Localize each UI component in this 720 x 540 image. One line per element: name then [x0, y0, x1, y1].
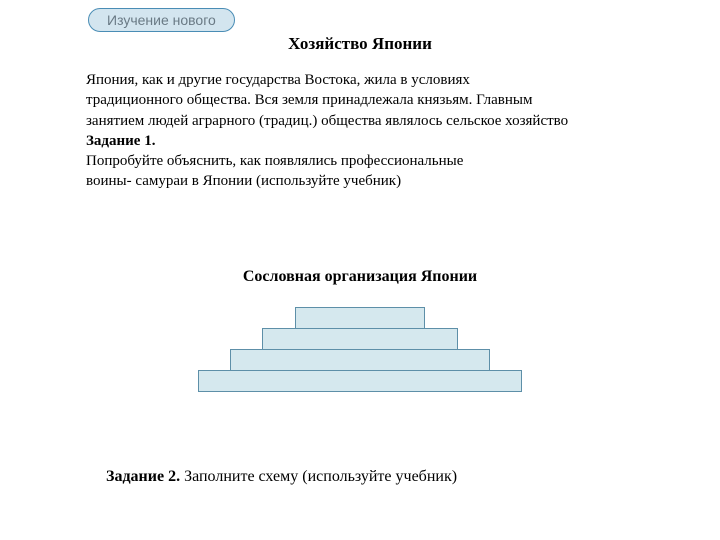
page-title: Хозяйство Японии	[0, 34, 720, 54]
task2-block: Задание 2. Заполните схему (используйте …	[106, 468, 457, 486]
task2-label: Задание 2.	[106, 468, 180, 485]
pyramid-title: Сословная организация Японии	[0, 268, 720, 286]
section-tab-label: Изучение нового	[107, 12, 216, 28]
paragraph-line-3: занятием людей аграрного (традиц.) общес…	[86, 113, 568, 129]
pyramid-diagram	[0, 308, 720, 392]
task1-label: Задание 1.	[86, 133, 155, 149]
pyramid-level-3	[230, 349, 490, 371]
task1-line-2: воины- самураи в Японии (используйте уче…	[86, 173, 401, 189]
pyramid-level-2	[262, 328, 458, 350]
pyramid-level-1	[295, 307, 425, 329]
body-text-block: Япония, как и другие государства Востока…	[86, 70, 666, 192]
paragraph-line-1: Япония, как и другие государства Востока…	[86, 72, 470, 88]
task2-text: Заполните схему (используйте учебник)	[180, 468, 457, 485]
task1-line-1: Попробуйте объяснить, как появлялись про…	[86, 153, 463, 169]
paragraph-line-2: традиционного общества. Вся земля принад…	[86, 92, 532, 108]
section-tab: Изучение нового	[88, 8, 235, 32]
pyramid-level-4	[198, 370, 522, 392]
